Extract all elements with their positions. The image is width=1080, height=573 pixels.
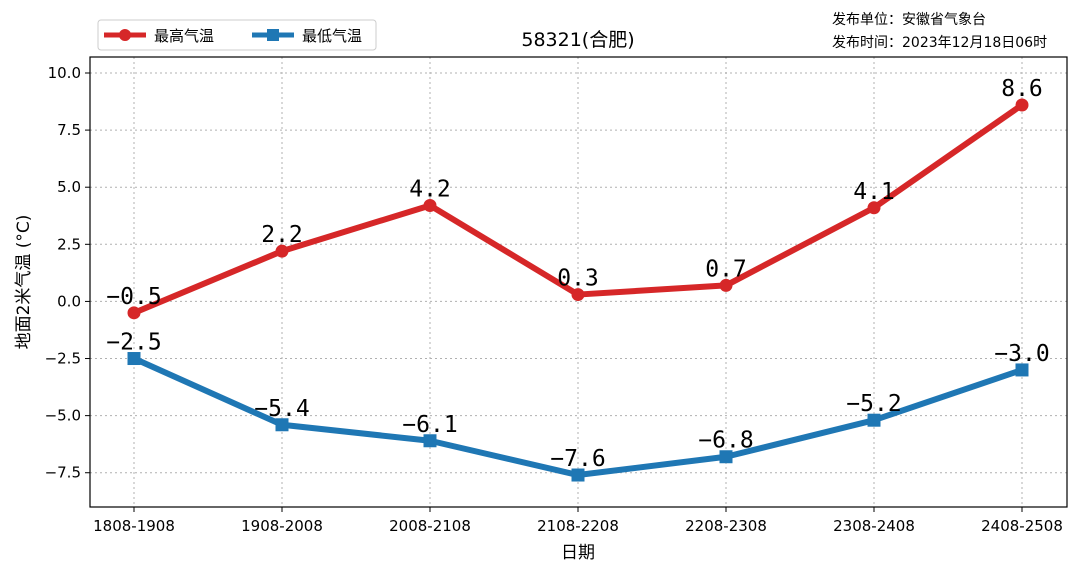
y-tick-label: 7.5 [57,121,81,139]
x-axis-title: 日期 [561,543,595,563]
y-axis-title: 地面2米气温 (°C) [14,215,34,350]
x-tick-label: 2408-2508 [981,517,1063,535]
data-label: 0.3 [557,266,599,292]
data-label: 8.6 [1001,76,1043,102]
data-label: 2.2 [261,222,303,248]
x-tick-label: 2208-2308 [685,517,767,535]
x-tick-label: 2008-2108 [389,517,471,535]
legend: 最高气温 最低气温 [98,20,376,50]
y-tick-label: 5.0 [57,178,81,196]
series: −0.5 2.2 4.2 0.3 0.7 4.1 8.6 −2.5 −5.4 −6.1 −7.6 −6… [106,76,1049,482]
publisher-text: 发布单位：安徽省气象台 [832,12,986,28]
y-tick-label: 0.0 [57,292,81,310]
legend-min-label: 最低气温 [302,27,362,45]
legend-max-marker [119,29,131,41]
data-label: 0.7 [705,256,747,282]
data-label: 4.2 [409,176,451,202]
x-tick-label: 2108-2208 [537,517,619,535]
data-label: −5.2 [846,391,901,417]
series-max: −0.5 2.2 4.2 0.3 0.7 4.1 8.6 [106,76,1042,319]
data-label: 4.1 [853,179,895,205]
data-label: −7.6 [550,446,605,472]
y-tick-label: −2.5 [45,350,81,368]
y-tick-label: 10.0 [48,64,81,82]
x-tick-label: 1808-1908 [93,517,175,535]
data-label: −2.5 [106,330,161,356]
y-tick-label: 2.5 [57,235,81,253]
x-tick-label: 2308-2408 [833,517,915,535]
legend-min-marker [267,29,279,41]
x-tick-label: 1908-2008 [241,517,323,535]
legend-max-label: 最高气温 [154,27,214,45]
publish-time-text: 发布时间：2023年12月18日06时 [832,35,1047,51]
chart-title: 58321(合肥) [521,29,634,51]
data-label: −6.8 [698,428,753,454]
y-axis: −7.5 −5.0 −2.5 0.0 2.5 5.0 7.5 10.0 [45,64,90,482]
data-label: −5.4 [254,396,309,422]
data-label: −0.5 [106,284,161,310]
x-axis: 1808-1908 1908-2008 2008-2108 2108-2208 2208… [93,507,1063,535]
data-label: −6.1 [402,412,457,438]
y-tick-label: −5.0 [45,407,81,425]
data-label: −3.0 [994,341,1049,367]
y-tick-label: −7.5 [45,464,81,482]
